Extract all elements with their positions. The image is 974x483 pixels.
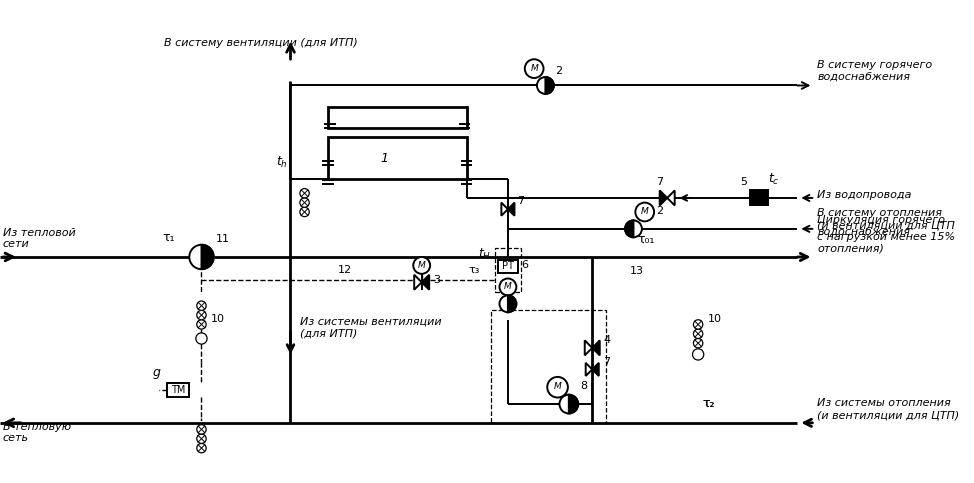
Circle shape [300,207,309,217]
Circle shape [537,77,554,94]
Text: 7: 7 [604,356,611,367]
Circle shape [196,333,207,344]
Text: $t_H$: $t_H$ [478,246,491,262]
Text: РТ: РТ [502,261,514,271]
Text: 13: 13 [630,266,644,276]
Polygon shape [592,363,599,376]
Text: В тепловую
сеть: В тепловую сеть [3,422,71,443]
Text: В систему горячего
водоснабжения: В систему горячего водоснабжения [817,60,932,82]
Circle shape [693,320,703,329]
Circle shape [197,443,206,453]
Text: τ₂: τ₂ [703,397,715,410]
Polygon shape [585,363,592,376]
Wedge shape [569,395,579,413]
Text: τ₃: τ₃ [468,265,480,275]
Text: g: g [153,366,161,379]
Text: 3: 3 [432,275,440,285]
Polygon shape [592,341,600,355]
Wedge shape [545,77,554,94]
Circle shape [300,188,309,198]
Text: τ₀₁: τ₀₁ [637,233,655,246]
Circle shape [500,279,516,296]
Text: 7: 7 [517,197,524,206]
Text: 10: 10 [210,314,225,325]
Circle shape [197,301,206,311]
Text: τ₁: τ₁ [162,231,174,244]
Text: 8: 8 [581,381,587,391]
Text: 2: 2 [555,66,562,76]
Text: ТМ: ТМ [170,385,185,395]
Text: 10: 10 [707,314,722,325]
Bar [328,107,467,128]
Polygon shape [422,275,430,290]
Bar [328,137,467,179]
Text: Из системы вентиляции
(для ИТП): Из системы вентиляции (для ИТП) [300,317,441,339]
Circle shape [693,339,703,348]
Circle shape [197,425,206,434]
Text: 12: 12 [337,265,352,275]
Circle shape [300,198,309,207]
Text: М: М [530,64,538,73]
Text: $t_c$: $t_c$ [768,171,780,187]
Circle shape [547,377,568,398]
Text: В систему отопления
(и вентиляции для ЦТП
с нагрузкой менее 15%
отопления): В систему отопления (и вентиляции для ЦТ… [817,208,955,253]
Bar [167,384,189,397]
Circle shape [693,349,704,360]
Polygon shape [667,190,675,205]
Bar [495,248,521,292]
Polygon shape [414,275,422,290]
Circle shape [559,395,579,413]
Circle shape [500,296,516,312]
Polygon shape [502,202,507,216]
Circle shape [693,329,703,339]
Text: τ₂: τ₂ [703,397,715,410]
Circle shape [197,311,206,320]
Wedge shape [202,245,213,269]
Text: М: М [641,207,649,216]
Text: Из системы отопления
(и вентиляции для ЦТП): Из системы отопления (и вентиляции для Ц… [817,398,959,420]
Text: Циркуляция горячего
водоснабжения: Циркуляция горячего водоснабжения [817,215,945,237]
Text: 1: 1 [380,152,389,165]
Text: М: М [553,383,561,391]
Text: Из водопровода: Из водопровода [817,190,912,200]
Bar [491,311,606,423]
Circle shape [413,257,431,274]
Text: 6: 6 [521,260,528,270]
Circle shape [635,202,655,221]
Bar [750,190,768,205]
Polygon shape [659,190,667,205]
Text: М: М [418,261,426,270]
Text: $t_h$: $t_h$ [277,155,288,170]
Circle shape [525,59,543,78]
Circle shape [625,220,642,237]
Wedge shape [625,220,633,237]
Text: М: М [504,282,511,291]
Polygon shape [584,341,592,355]
Bar [498,260,518,273]
Polygon shape [507,202,514,216]
Text: Из тепловой
сети: Из тепловой сети [3,228,76,249]
Text: В систему вентиляции (для ИТП): В систему вентиляции (для ИТП) [164,38,357,48]
Circle shape [197,320,206,329]
Text: 2: 2 [656,206,663,216]
Text: 11: 11 [215,234,230,244]
Text: 4: 4 [604,335,611,345]
Text: 5: 5 [740,177,747,187]
Circle shape [197,434,206,443]
Circle shape [189,245,213,269]
Wedge shape [507,296,516,312]
Text: 7: 7 [656,177,663,187]
